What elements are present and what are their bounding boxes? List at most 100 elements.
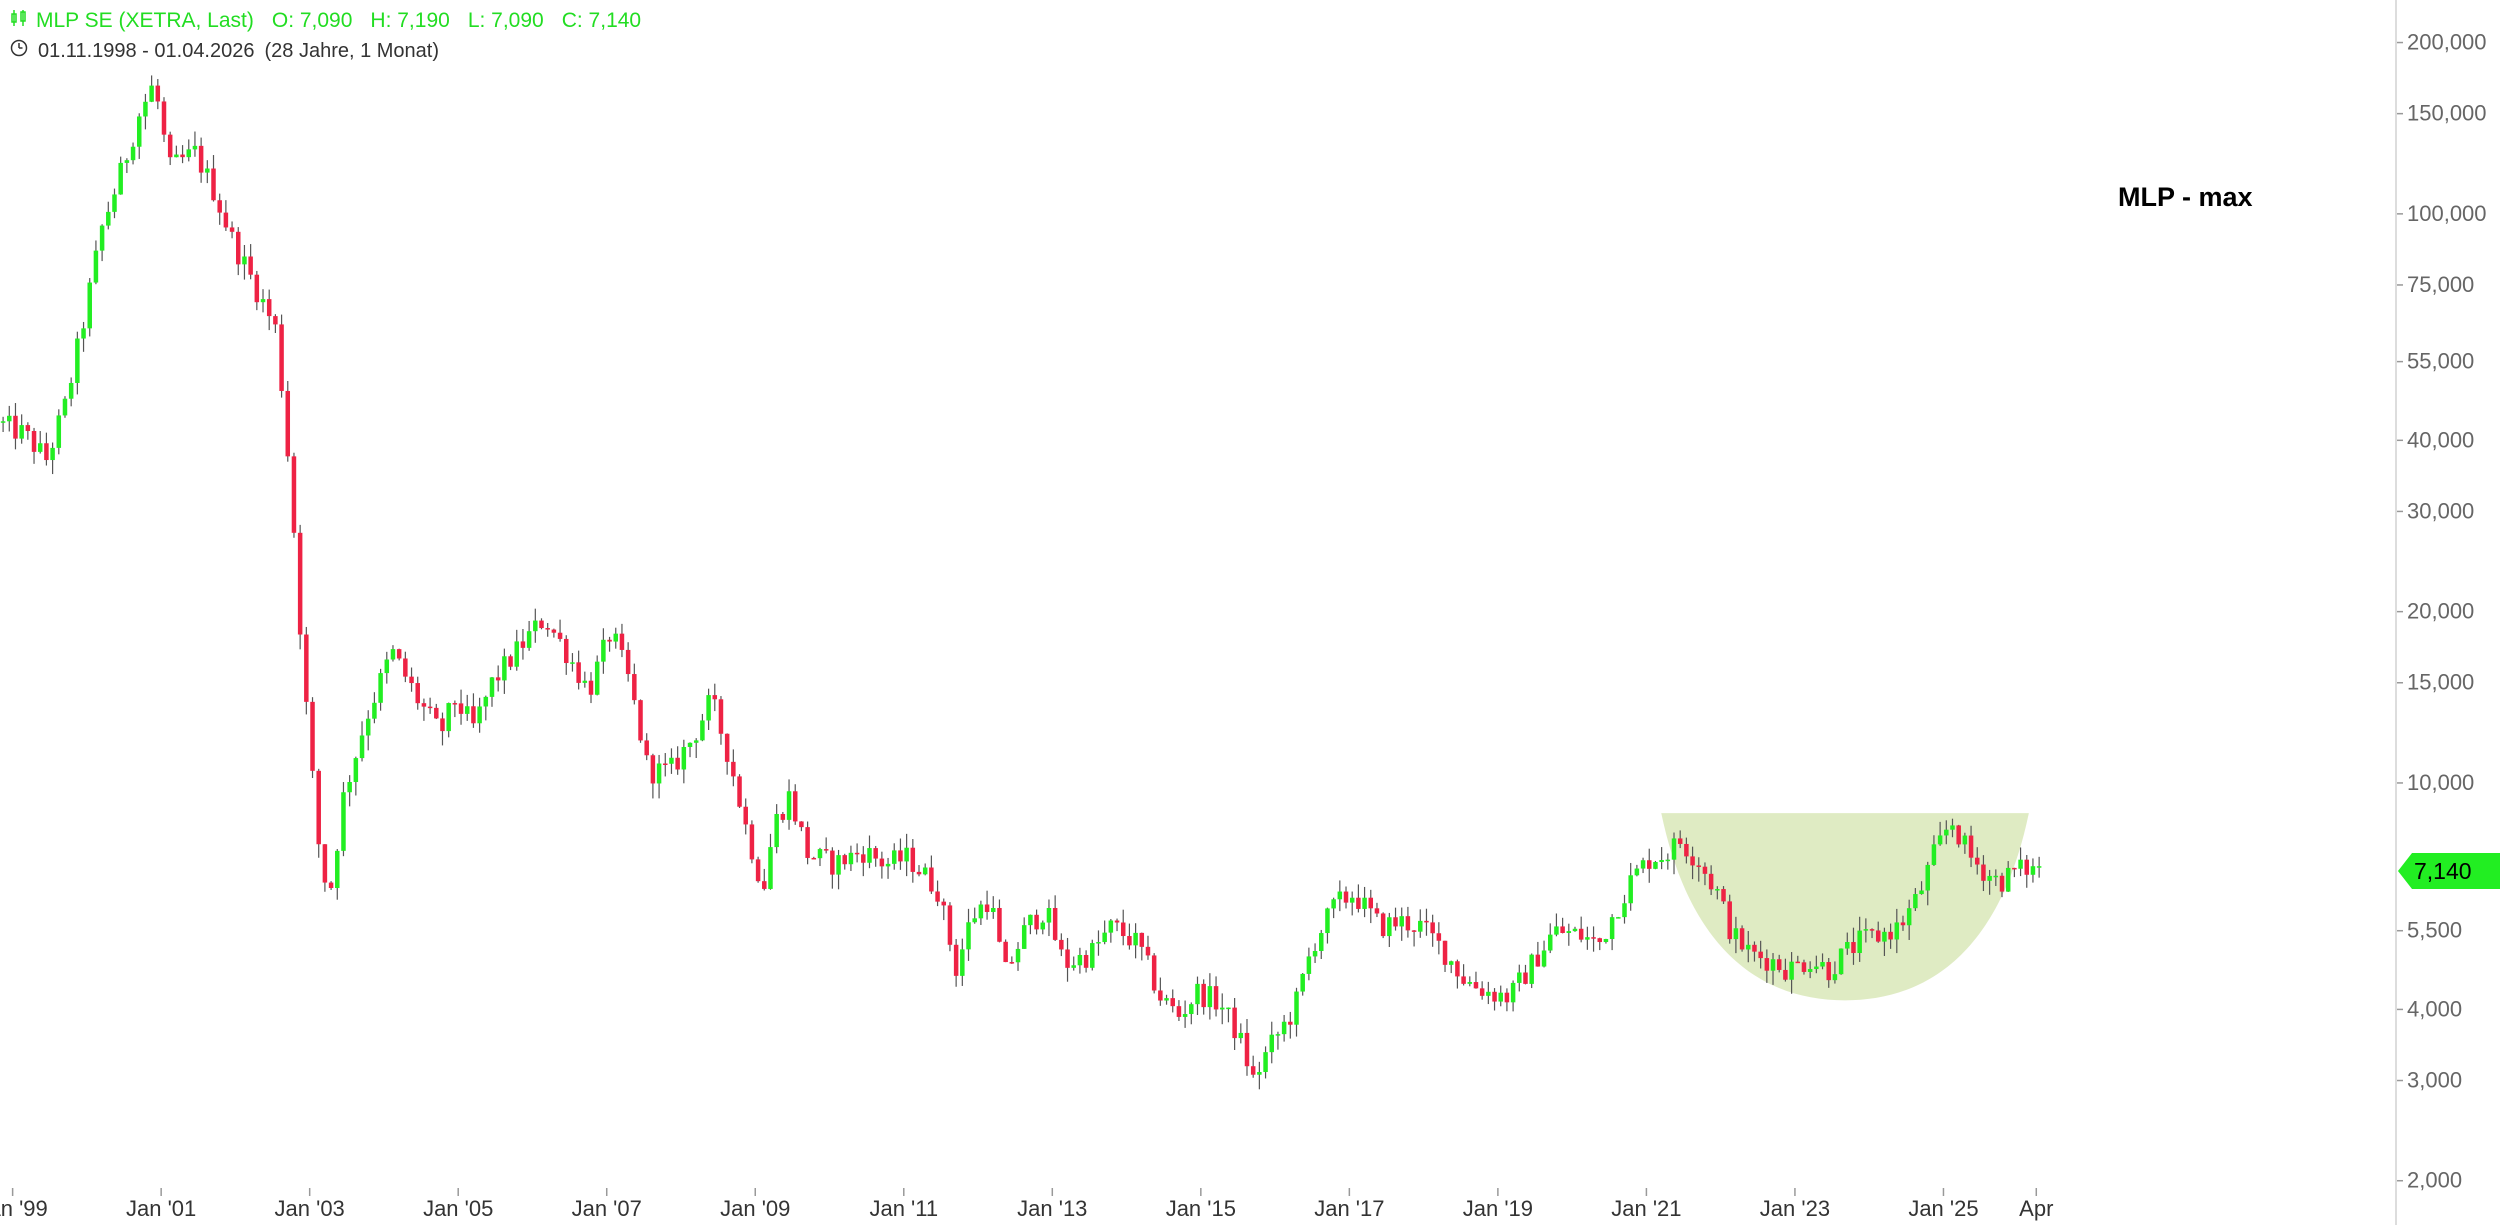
candle-up	[365, 718, 371, 736]
candle-up	[1640, 860, 1646, 869]
last-price-tag: 7,140	[2398, 853, 2500, 889]
candle-down	[322, 844, 328, 883]
cup-pattern-zone	[1661, 813, 2029, 1001]
candle-up	[446, 703, 451, 732]
candle-up	[1269, 1034, 1275, 1053]
candle-down	[328, 882, 334, 889]
x-tick-label: Jan '09	[720, 1196, 790, 1221]
candle-down	[415, 683, 420, 704]
candle-up	[347, 782, 352, 793]
candle-up	[149, 85, 154, 102]
candle-down	[805, 827, 810, 858]
candle-up	[1937, 835, 1943, 845]
y-tick-label: 100,000	[2407, 201, 2487, 226]
candle-up	[1498, 992, 1503, 1002]
candle-up	[50, 447, 55, 461]
candle-up	[136, 116, 142, 147]
candle-up	[1096, 942, 1101, 944]
candle-down	[935, 891, 940, 902]
candle-down	[1059, 939, 1064, 950]
candle-up	[526, 631, 532, 648]
candle-up	[1671, 838, 1677, 860]
candle-up	[1467, 982, 1473, 984]
candle-down	[749, 824, 755, 860]
candle-up	[817, 849, 823, 859]
y-tick-label: 3,000	[2407, 1068, 2462, 1093]
y-tick-label: 5,500	[2407, 918, 2462, 943]
candle-up	[1195, 983, 1200, 1005]
candle-down	[198, 145, 204, 173]
candle-up	[1746, 944, 1751, 950]
candle-down	[879, 858, 885, 867]
candle-down	[737, 776, 742, 807]
candle-down	[755, 859, 761, 882]
candle-up	[1133, 932, 1138, 946]
candle-down	[520, 641, 526, 648]
candle-down	[941, 901, 947, 906]
y-tick-label: 40,000	[2407, 427, 2474, 452]
y-tick-label: 55,000	[2407, 349, 2474, 374]
candle-down	[1647, 860, 1652, 869]
candle-up	[1263, 1052, 1268, 1073]
candle-up	[656, 763, 662, 784]
candle-down	[1968, 835, 1974, 858]
candle-down	[861, 854, 866, 863]
candle-down	[1356, 897, 1361, 909]
x-tick-label: Jan '11	[869, 1196, 938, 1221]
candle-down	[830, 850, 835, 875]
candle-up	[1207, 986, 1213, 1008]
candle-down	[13, 415, 18, 439]
candlestick-icon[interactable]	[10, 9, 28, 33]
candle-down	[1288, 1021, 1293, 1025]
candle-down	[1591, 937, 1596, 939]
candle-up	[1090, 943, 1095, 968]
candle-down	[1578, 928, 1584, 940]
candle-down	[1430, 922, 1435, 934]
candle-down	[297, 532, 303, 635]
candle-up	[464, 706, 470, 714]
candle-down	[1213, 986, 1219, 1010]
candle-up	[1993, 875, 1999, 878]
candle-down	[632, 674, 637, 701]
candle-down	[1776, 959, 1782, 970]
candle-down	[1120, 922, 1126, 937]
candle-down	[1380, 913, 1386, 937]
candle-up	[37, 443, 43, 452]
candle-down	[557, 632, 563, 639]
candle-up	[106, 211, 111, 226]
candle-down	[1504, 992, 1510, 1003]
candle-up	[1046, 907, 1052, 923]
candle-up	[1622, 903, 1627, 918]
candle-down	[1727, 901, 1732, 940]
candle-up	[1838, 948, 1844, 975]
candle-up	[1040, 922, 1046, 930]
candle-up	[124, 160, 130, 163]
candle-up	[81, 328, 86, 339]
candle-down	[564, 638, 569, 664]
candle-up	[594, 661, 600, 695]
candle-up	[87, 282, 92, 329]
candle-up	[1541, 950, 1547, 967]
candle-up	[1529, 954, 1534, 984]
instrument-name: MLP SE (XETRA, Last)	[36, 9, 254, 32]
candle-up	[681, 746, 687, 770]
candle-up	[1164, 998, 1169, 1001]
candle-down	[551, 629, 557, 633]
candle-down	[873, 848, 878, 859]
candle-down	[396, 649, 402, 659]
candle-down	[588, 680, 594, 695]
candle-up	[1616, 917, 1621, 919]
candle-up	[390, 649, 396, 660]
candle-up	[1275, 1034, 1281, 1036]
candle-down	[458, 703, 464, 714]
candle-up	[335, 850, 340, 889]
candle-down	[1250, 1066, 1256, 1075]
candle-down	[1461, 976, 1466, 984]
candle-down	[1151, 955, 1157, 991]
candle-up	[1931, 844, 1937, 865]
y-tick-label: 20,000	[2407, 599, 2474, 624]
candle-up	[613, 633, 619, 642]
candle-up	[1547, 934, 1553, 951]
